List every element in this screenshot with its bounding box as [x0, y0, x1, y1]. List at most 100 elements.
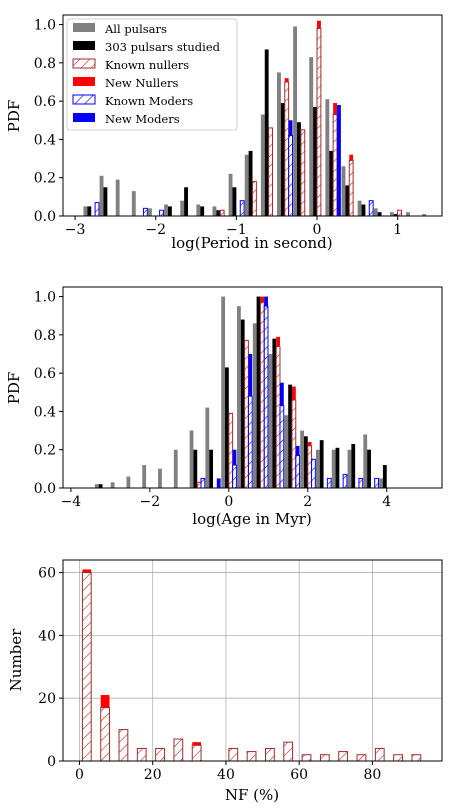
bar-all [341, 166, 346, 216]
bar-all [189, 430, 194, 488]
x-tick-label: 4 [382, 494, 391, 510]
bar-known-nullers [246, 751, 257, 762]
bar-known-moders [311, 458, 316, 489]
bar-new-moders [248, 354, 253, 397]
bar-studied [193, 449, 198, 488]
bar-known-moders [326, 477, 332, 489]
bar-studied [87, 206, 92, 216]
bar-all [357, 200, 362, 216]
bar-known-nullers [348, 159, 354, 217]
panel-age: −4 −2 0 2 4 0.0 0.2 0.4 0.6 0.8 1.0 log(Age in Myr… [5, 286, 443, 528]
bar-known-nullers [283, 741, 294, 762]
bar-studied [103, 187, 108, 216]
bar-known-moders [232, 464, 237, 489]
x-tick-label: 2 [303, 494, 312, 510]
y-tick-label: 0.6 [34, 94, 56, 110]
bar-studied [256, 296, 261, 488]
legend-label-known-moders: Known Moders [105, 94, 193, 108]
bar-all [142, 465, 147, 488]
x-tick-label: 1 [393, 222, 402, 238]
bar-all [131, 191, 136, 216]
bar-known-nullers [100, 707, 111, 762]
bar-known-nullers [252, 181, 257, 217]
bar-known-nullers [118, 729, 129, 762]
bar-studied [297, 122, 301, 216]
bar-all [228, 173, 233, 216]
bar-all [422, 214, 427, 216]
bar-known-moders [288, 135, 293, 217]
legend-swatch-new-nullers [73, 77, 95, 86]
bar-all [99, 175, 104, 216]
bar-all [406, 212, 410, 216]
bar-all [389, 212, 394, 216]
bar-all [180, 200, 185, 216]
bar-known-nullers [196, 481, 202, 489]
bar-studied [313, 106, 318, 216]
bar-studied [240, 319, 245, 488]
bar-new-nullers [276, 336, 280, 347]
y-tick-label: 1.0 [34, 290, 56, 306]
bar-known-nullers [268, 127, 273, 217]
bar-all [94, 484, 99, 488]
legend-label-known-nullers: Known nullers [105, 58, 189, 72]
y-tick-label: 0.2 [34, 443, 56, 459]
bar-studied [209, 449, 214, 488]
bar-all [309, 57, 314, 216]
bar-known-nullers [219, 209, 225, 217]
bar-studied [303, 436, 308, 488]
bar-new-moders [337, 104, 341, 216]
bar-all [260, 114, 265, 216]
bar-known-nullers [338, 751, 349, 762]
panel-nf: 0 20 40 60 80 0 20 40 60 NF (%) Number [7, 559, 443, 804]
y-tick-label: 20 [38, 691, 56, 707]
bar-new-nullers [317, 20, 321, 29]
bar-studied [351, 443, 356, 488]
bar-all [164, 204, 168, 216]
x-axis-label: log(Age in Myr) [192, 510, 311, 528]
bar-known-moders [358, 477, 364, 489]
bar-known-nullers [300, 129, 306, 217]
y-axis-label: Number [7, 628, 25, 691]
legend-swatch-new-moders [73, 113, 95, 122]
bar-studied [377, 212, 382, 216]
legend-label-new-nullers: New Nullers [105, 76, 178, 90]
y-tick-label: 0.4 [34, 132, 56, 148]
legend-swatch-known-moders [72, 94, 96, 105]
axes-frame [62, 14, 443, 217]
axes-ticks: −4 −2 0 2 4 0.0 0.2 0.4 0.6 0.8 1.0 [34, 290, 392, 510]
bar-all [147, 208, 152, 216]
bar-new-nullers [100, 695, 110, 708]
bar-studied [272, 338, 277, 488]
bar-all [212, 206, 217, 216]
y-tick-label: 0.6 [34, 366, 56, 382]
bar-all [115, 179, 120, 216]
bar-all [315, 449, 320, 488]
y-axis-label: PDF [5, 100, 23, 133]
y-tick-label: 0.2 [34, 171, 56, 187]
bar-new-nullers [260, 296, 265, 303]
legend-swatch-all [73, 23, 95, 32]
bar-new-nullers [349, 154, 354, 161]
y-tick-label: 0.0 [34, 481, 56, 497]
bar-all [325, 99, 330, 216]
bar-known-nullers [228, 412, 234, 489]
bar-all [347, 449, 352, 488]
x-tick-label: −4 [61, 494, 82, 510]
bar-known-nullers [332, 114, 338, 217]
bar-studied [319, 440, 324, 488]
bar-new-nullers [82, 569, 92, 573]
bar-known-nullers [316, 27, 322, 217]
bar-new-nullers [192, 742, 202, 746]
x-tick-label: 0 [75, 767, 84, 783]
bar-known-nullers [301, 754, 312, 762]
bar-all [331, 449, 336, 488]
bar-all [221, 296, 226, 488]
bar-studied [345, 185, 350, 216]
bar-known-moders [239, 200, 245, 217]
y-tick-label: 1.0 [34, 18, 56, 34]
y-tick-label: 0.4 [34, 404, 56, 420]
bar-new-nullers [284, 78, 289, 82]
bar-known-nullers [264, 747, 275, 762]
bar-known-moders [247, 395, 253, 489]
